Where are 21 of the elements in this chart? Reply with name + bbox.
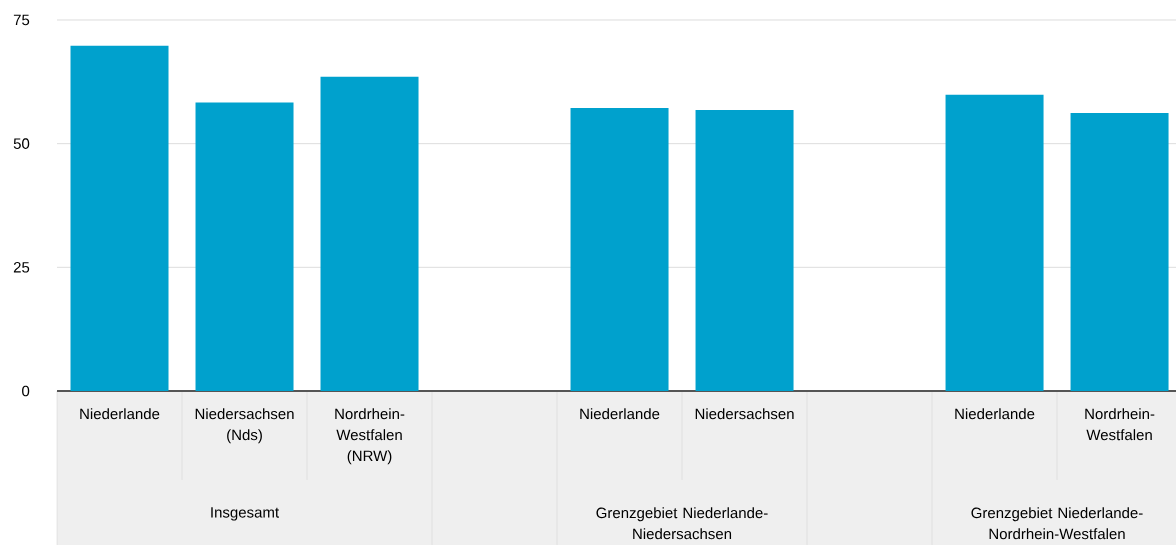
bar: [70, 45, 169, 391]
bar: [695, 110, 794, 391]
x-tick-label: Nordrhein-Westfalen (NRW): [335, 408, 405, 465]
bar: [945, 94, 1044, 391]
y-tick-label: 75: [13, 14, 30, 26]
bar: [320, 76, 419, 391]
x-tick-label: Niederlande: [80, 408, 160, 420]
x-tick-label: Nordrhein-Westfalen: [1085, 408, 1155, 441]
y-tick-label: 0: [22, 385, 30, 397]
y-tick-label: 25: [13, 262, 30, 273]
bar: [195, 102, 294, 391]
text: Grenzgebiet Niederlande-Niedersachsen: [596, 507, 768, 540]
bar: [570, 108, 669, 391]
x-tick-label: Niederlande: [580, 408, 660, 420]
x-tick-label: Niederlande: [955, 408, 1035, 420]
text: Grenzgebiet Niederlande-Nordrhein-Westfalen: [971, 507, 1143, 540]
bar: [1070, 112, 1169, 391]
text: Insgesamt: [211, 507, 279, 521]
x-tick-label: Niedersachsen (Nds): [195, 408, 294, 444]
y-tick-label: 50: [13, 138, 30, 149]
x-tick-label: Niedersachsen: [695, 408, 794, 420]
